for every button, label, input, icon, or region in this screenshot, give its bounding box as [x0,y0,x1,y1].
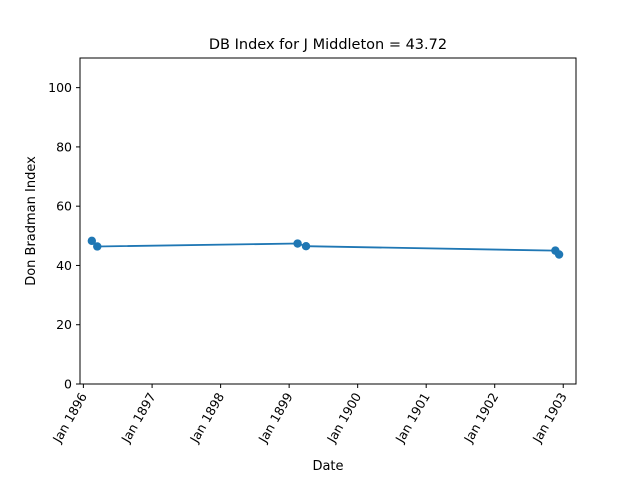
x-axis-label: Date [312,459,343,474]
y-tick-label: 40 [56,258,72,273]
x-tick-label: Jan 1902 [460,390,501,446]
y-axis: 0 20 40 60 80 100 [48,80,80,392]
data-point [293,239,302,248]
x-tick-label: Jan 1900 [323,390,364,446]
x-tick-label: Jan 1899 [255,390,296,446]
y-axis-label: Don Bradman Index [24,156,39,286]
x-tick-label: Jan 1898 [186,390,227,446]
data-point [554,250,564,259]
x-tick-label: Jan 1901 [392,390,433,446]
y-tick-label: 20 [56,317,72,332]
x-tick-label: Jan 1903 [529,390,570,446]
y-tick-label: 0 [64,377,72,392]
plot-frame [79,57,577,385]
data-point [93,242,102,251]
series-line [91,240,560,256]
x-axis: Jan 1896 Jan 1897 Jan 1898 Jan 1899 Jan 1900… [49,384,570,446]
y-tick-label: 100 [48,80,72,95]
data-point [301,241,311,251]
y-tick-label: 60 [56,199,72,214]
chart-title: DB Index for J Middleton = 43.72 [209,37,447,53]
x-tick-label: Jan 1896 [49,390,90,446]
data-point [87,236,97,246]
x-tick-label: Jan 1897 [118,390,159,446]
plot-area [79,57,577,385]
y-tick-label: 80 [56,139,72,154]
